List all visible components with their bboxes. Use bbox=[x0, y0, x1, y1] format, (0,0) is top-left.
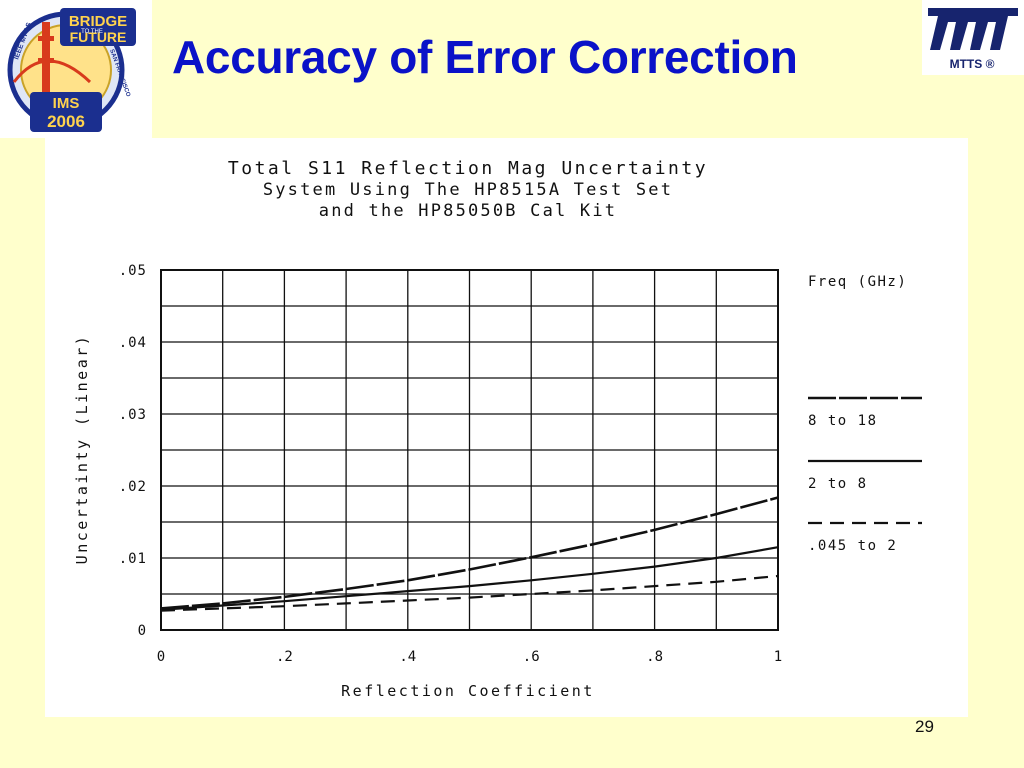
page-number: 29 bbox=[915, 717, 934, 736]
chart-title-line-1: Total S11 Reflection Mag Uncertainty bbox=[228, 158, 708, 179]
page-title: Accuracy of Error Correction bbox=[172, 31, 798, 83]
logo-text-ims: IMS bbox=[53, 95, 80, 112]
legend-title: Freq (GHz) bbox=[808, 274, 907, 290]
y-tick-label: .05 bbox=[119, 263, 147, 279]
y-tick-label: .02 bbox=[119, 479, 147, 495]
ims2006-logo: BRIDGE FUTURE TO THE IMS 2006 IEEE MTT-S… bbox=[0, 0, 152, 138]
x-tick-label: .2 bbox=[276, 649, 293, 665]
logo-text-bridge: BRIDGE bbox=[69, 13, 127, 30]
y-tick-label: .03 bbox=[119, 407, 147, 423]
y-tick-label: .04 bbox=[119, 335, 147, 351]
series-layer bbox=[160, 496, 779, 612]
y-tick-label: 0 bbox=[138, 623, 147, 639]
x-axis-label: Reflection Coefficient bbox=[341, 682, 595, 700]
x-tick-label: .6 bbox=[523, 649, 540, 665]
plot-frame bbox=[160, 269, 779, 631]
y-axis-label: Uncertainty (Linear) bbox=[73, 334, 91, 565]
y-tick-label: .01 bbox=[119, 551, 147, 567]
x-tick-label: 0 bbox=[157, 649, 165, 665]
grid-layer bbox=[161, 270, 778, 630]
legend-label-2: 2 to 8 bbox=[808, 476, 868, 492]
logo-text-2006: 2006 bbox=[47, 112, 85, 131]
mtts-logo: MTTS ® bbox=[922, 0, 1024, 75]
x-tick-labels: 0 .2 .4 .6 .8 1 bbox=[157, 649, 782, 665]
legend-label-1: 8 to 18 bbox=[808, 413, 878, 429]
mtts-logo-text: MTTS ® bbox=[950, 57, 995, 71]
logo-text-future: FUTURE bbox=[70, 29, 127, 45]
chart-figure: Total S11 Reflection Mag Uncertainty Sys… bbox=[45, 138, 968, 717]
series-line-3 bbox=[160, 574, 779, 612]
chart-title-line-3: and the HP85050B Cal Kit bbox=[319, 201, 617, 221]
chart-title-line-2: System Using The HP8515A Test Set bbox=[263, 180, 673, 200]
legend-label-3: .045 to 2 bbox=[808, 538, 897, 554]
legend: Freq (GHz) 8 to 18 2 to 8 .045 to 2 bbox=[808, 274, 922, 554]
mtts-logo-icon: MTTS ® bbox=[928, 8, 1018, 71]
y-tick-labels: 0 .01 .02 .03 .04 .05 bbox=[119, 263, 147, 639]
x-tick-label: 1 bbox=[774, 649, 782, 665]
ims2006-logo-icon: BRIDGE FUTURE TO THE IMS 2006 IEEE MTT-S… bbox=[7, 8, 136, 132]
series-line-1 bbox=[160, 496, 779, 610]
x-tick-label: .8 bbox=[646, 649, 663, 665]
logo-text-to-the: TO THE bbox=[81, 29, 103, 35]
series-line-2 bbox=[160, 546, 779, 611]
x-tick-label: .4 bbox=[399, 649, 416, 665]
uncertainty-chart: Total S11 Reflection Mag Uncertainty Sys… bbox=[73, 158, 922, 700]
